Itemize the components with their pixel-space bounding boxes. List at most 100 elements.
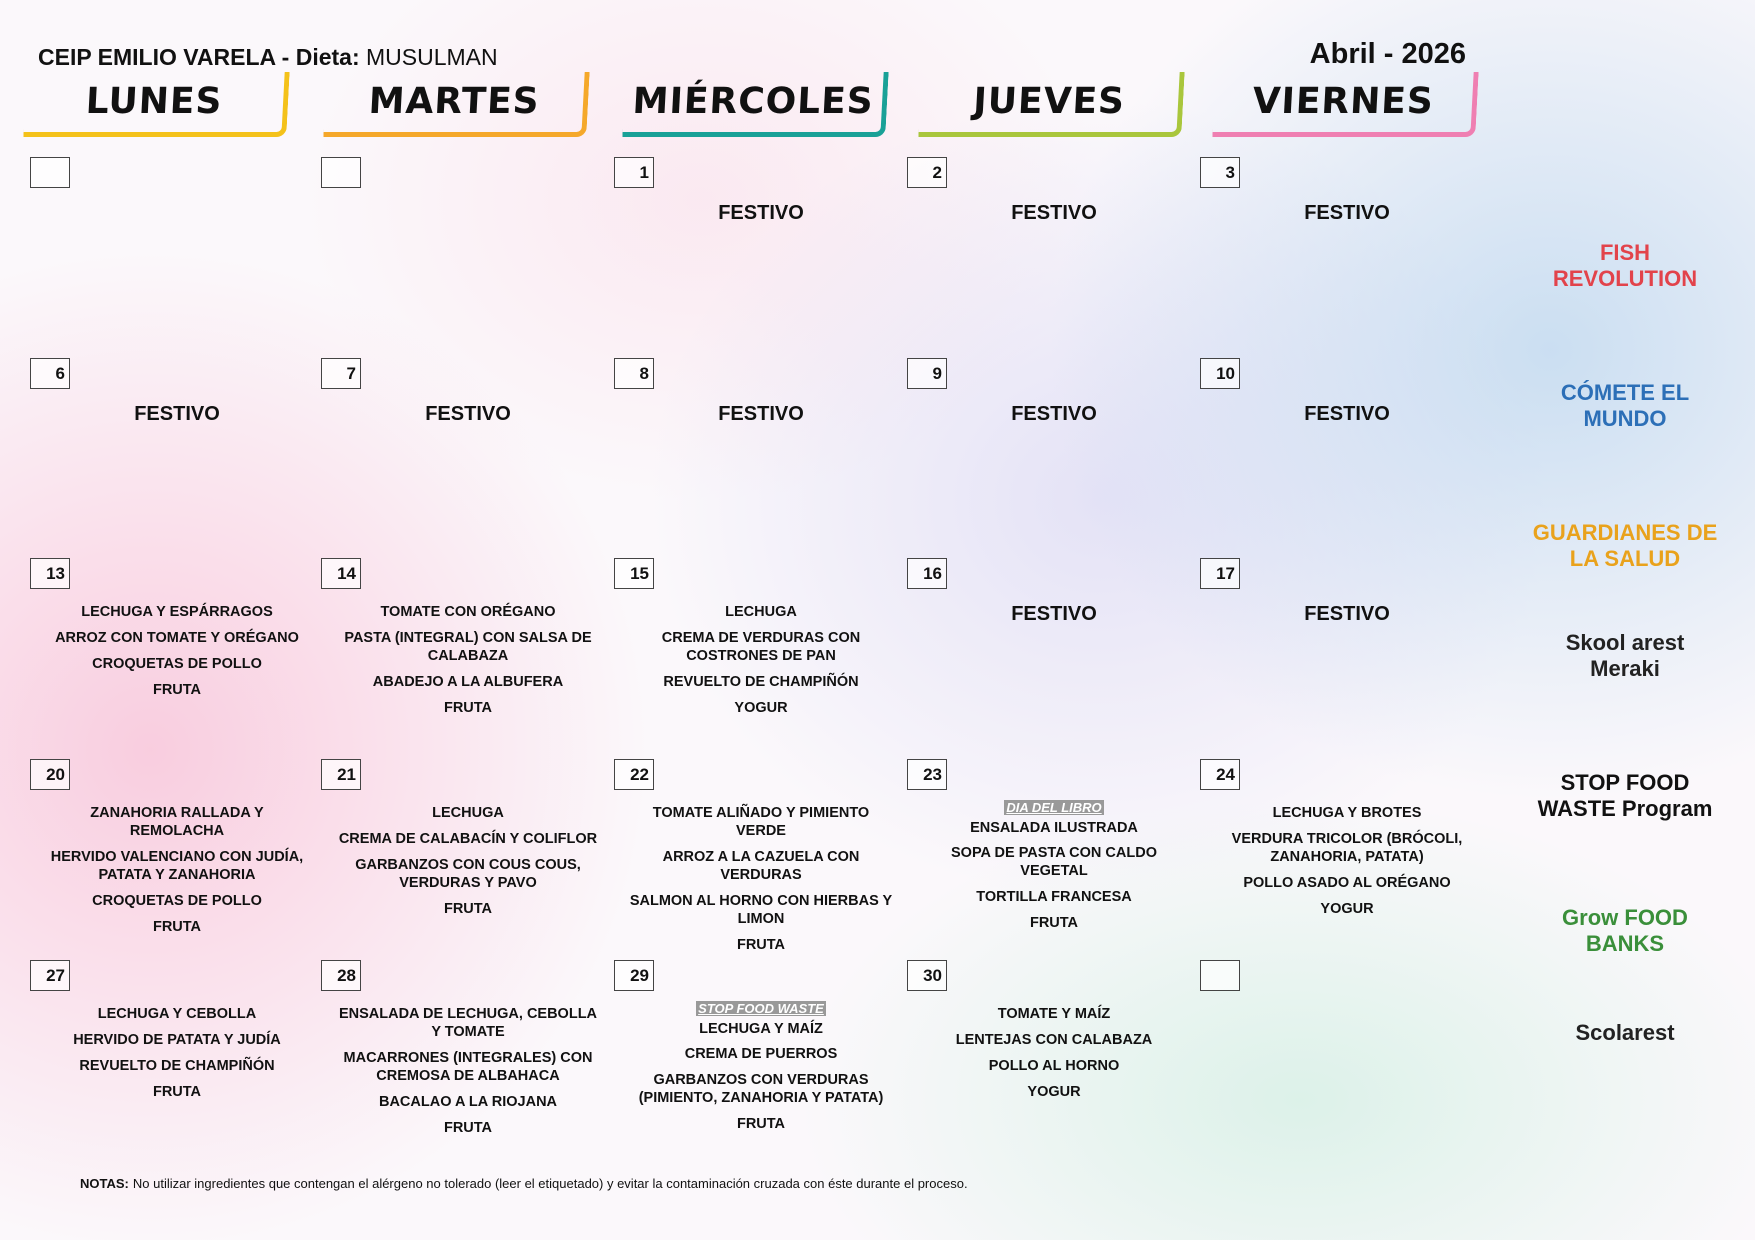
menu-item: TOMATE ALIÑADO Y PIMIENTO VERDE <box>652 805 870 839</box>
menu-item: FRUTA <box>443 700 493 716</box>
day-cell: FESTIVO <box>32 403 322 426</box>
logo: STOP FOOD WASTE Program <box>1537 770 1713 821</box>
menu-item: ARROZ CON TOMATE Y ORÉGANO <box>55 630 299 646</box>
menu-item: HERVIDO VALENCIANO CON JUDÍA, PATATA Y Z… <box>50 849 304 883</box>
menu-item: TORTILLA FRANCESA <box>976 889 1132 905</box>
day-cell: ENSALADA DE LECHUGA, CEBOLLA Y TOMATE MAC… <box>323 1005 613 1145</box>
menu-item: FRUTA <box>1029 915 1079 931</box>
menu-item: GARBANZOS CON COUS COUS, VERDURAS Y PAVO <box>355 857 581 891</box>
menu-item: HERVIDO DE PATATA Y JUDÍA <box>73 1032 281 1048</box>
day-cell: FESTIVO <box>1202 603 1492 626</box>
holiday-note: FESTIVO <box>425 403 511 425</box>
logo: Grow FOOD BANKS <box>1562 905 1688 956</box>
day-cell: FESTIVO <box>909 202 1199 225</box>
day-cell: ZANAHORIA RALLADA Y REMOLACHA HERVIDO VAL… <box>32 804 322 944</box>
menu-item: BACALAO A LA RIOJANA <box>378 1094 558 1110</box>
day-box: 9 <box>907 358 947 389</box>
menu-item: CROQUETAS DE POLLO <box>92 656 262 672</box>
menu-item: FRUTA <box>736 937 786 953</box>
menu-item: LECHUGA Y BROTES <box>1272 805 1422 821</box>
day-box: 27 <box>30 960 70 991</box>
menu-item: YOGUR <box>734 700 788 716</box>
day-cell: FESTIVO <box>909 603 1199 626</box>
day-box: 24 <box>1200 759 1240 790</box>
day-cell: DIA DEL LIBRO ENSALADA ILUSTRADA SOPA DE P… <box>909 799 1199 940</box>
day-box: 7 <box>321 358 361 389</box>
tag-wrap: STOP FOOD WASTE <box>616 1000 906 1018</box>
day-box <box>30 157 70 188</box>
menu-item: FRUTA <box>152 682 202 698</box>
menu-item: MACARRONES (INTEGRALES) CON CREMOSA DE A… <box>343 1050 593 1084</box>
menu-item: LECHUGA Y CEBOLLA <box>97 1006 257 1022</box>
menu-item: FRUTA <box>443 901 493 917</box>
menu-item: CREMA DE CALABACÍN Y COLIFLOR <box>338 831 598 847</box>
menu-item: LECHUGA Y MAÍZ <box>699 1021 823 1037</box>
menu-item: POLLO ASADO AL ORÉGANO <box>1243 875 1451 891</box>
day-cell: TOMATE Y MAÍZ LENTEJAS CON CALABAZA POLLO … <box>909 1005 1199 1109</box>
day-box: 15 <box>614 558 654 589</box>
notes-label: NOTAS: <box>80 1176 129 1191</box>
day-cell: LECHUGA Y ESPÁRRAGOS ARROZ CON TOMATE Y O… <box>32 603 322 707</box>
menu-item: ENSALADA DE LECHUGA, CEBOLLA Y TOMATE <box>338 1006 598 1040</box>
day-cell: LECHUGA Y BROTES VERDURA TRICOLOR (BRÓCOL… <box>1202 804 1492 926</box>
holiday-note: FESTIVO <box>1011 202 1097 224</box>
month: Abril - 2026 <box>1309 38 1466 70</box>
tag: STOP FOOD WASTE <box>696 1001 826 1016</box>
menu-item: CREMA DE PUERROS <box>684 1046 838 1062</box>
day-box: 30 <box>907 960 947 991</box>
menu-item: YOGUR <box>1027 1084 1081 1100</box>
header-school: CEIP EMILIO VARELA - Dieta: MUSULMAN <box>38 44 498 71</box>
day-box: 14 <box>321 558 361 589</box>
menu-item: ARROZ A LA CAZUELA CON VERDURAS <box>662 849 860 883</box>
notes-text: No utilizar ingredientes que contengan e… <box>132 1176 968 1191</box>
menu-item: TOMATE CON ORÉGANO <box>380 604 556 620</box>
menu-item: LECHUGA <box>432 805 504 821</box>
day-box: 13 <box>30 558 70 589</box>
menu-item: LECHUGA Y ESPÁRRAGOS <box>81 604 273 620</box>
day-header: VIERNES <box>1212 72 1479 137</box>
day-cell: FESTIVO <box>909 403 1199 426</box>
day-box: 3 <box>1200 157 1240 188</box>
holiday-note: FESTIVO <box>1011 403 1097 425</box>
menu-item: CREMA DE VERDURAS CON COSTRONES DE PAN <box>661 630 861 664</box>
menu-item: POLLO AL HORNO <box>988 1058 1120 1074</box>
tag-wrap: DIA DEL LIBRO <box>909 799 1199 817</box>
menu-item: LECHUGA <box>725 604 797 620</box>
diet: MUSULMAN <box>366 44 498 70</box>
day-box: 1 <box>614 157 654 188</box>
day-cell: TOMATE CON ORÉGANO PASTA (INTEGRAL) CON S… <box>323 603 613 725</box>
holiday-note: FESTIVO <box>1304 403 1390 425</box>
notes: NOTAS: No utilizar ingredientes que conte… <box>80 1176 968 1191</box>
day-box: 10 <box>1200 358 1240 389</box>
day-box: 29 <box>614 960 654 991</box>
logo: GUARDIANES DE LA SALUD <box>1532 520 1718 571</box>
day-box: 2 <box>907 157 947 188</box>
day-cell: FESTIVO <box>616 403 906 426</box>
holiday-note: FESTIVO <box>1304 603 1390 625</box>
school: CEIP EMILIO VARELA <box>38 44 276 70</box>
day-header: LUNES <box>23 72 290 137</box>
menu-item: ABADEJO A LA ALBUFERA <box>372 674 564 690</box>
menu-item: YOGUR <box>1320 901 1374 917</box>
logo: CÓMETE EL MUNDO <box>1560 380 1690 431</box>
day-box: 22 <box>614 759 654 790</box>
menu-item: CROQUETAS DE POLLO <box>92 893 262 909</box>
menu-item: REVUELTO DE CHAMPIÑÓN <box>663 674 859 690</box>
menu-item: FRUTA <box>443 1120 493 1136</box>
menu-item: REVUELTO DE CHAMPIÑÓN <box>79 1058 275 1074</box>
diet-label: - Dieta: <box>281 44 360 70</box>
menu-item: ZANAHORIA RALLADA Y REMOLACHA <box>90 805 264 839</box>
day-header: JUEVES <box>918 72 1185 137</box>
tag: DIA DEL LIBRO <box>1004 800 1104 815</box>
day-box: 20 <box>30 759 70 790</box>
holiday-note: FESTIVO <box>718 202 804 224</box>
menu-item: ENSALADA ILUSTRADA <box>970 820 1138 836</box>
day-cell: FESTIVO <box>323 403 613 426</box>
day-cell: STOP FOOD WASTE LECHUGA Y MAÍZ CREMA DE PU… <box>616 1000 906 1141</box>
menu-item: SALMON AL HORNO CON HIERBAS Y LIMON <box>629 893 893 927</box>
day-cell: FESTIVO <box>1202 202 1492 225</box>
day-box: 16 <box>907 558 947 589</box>
day-header: MARTES <box>323 72 590 137</box>
day-cell: TOMATE ALIÑADO Y PIMIENTO VERDE ARROZ A L… <box>616 804 906 962</box>
